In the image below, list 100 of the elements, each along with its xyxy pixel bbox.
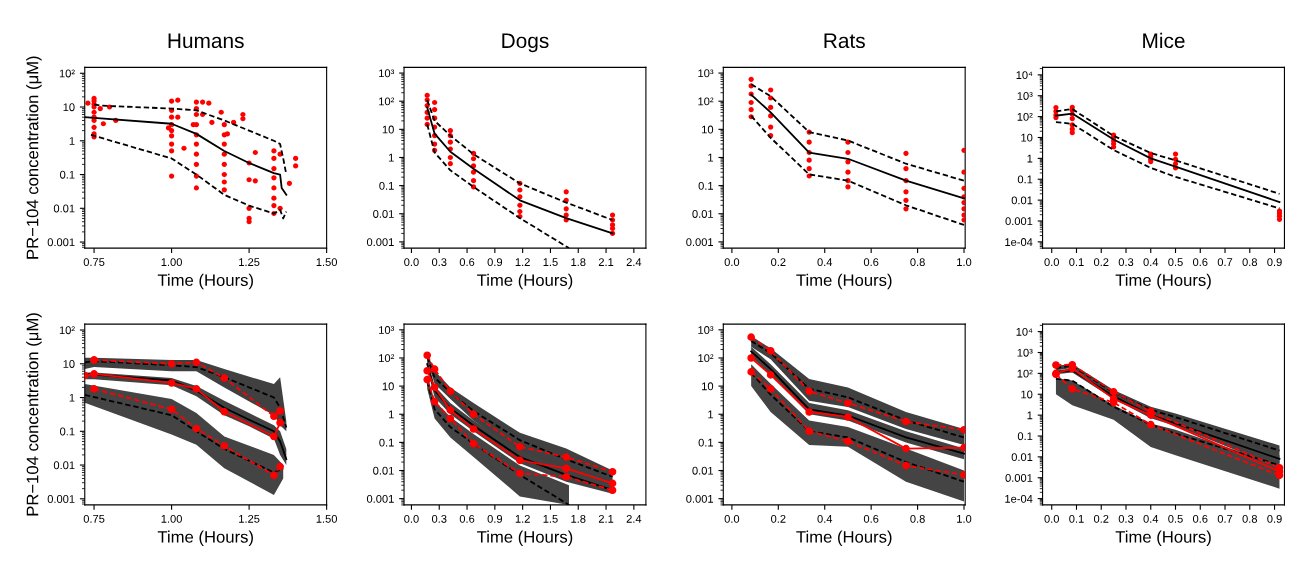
y-tick-label: 10³: [698, 69, 714, 78]
y-tick-label: 10³: [698, 326, 714, 334]
y-tick-label: 10³: [1017, 348, 1033, 357]
x-tick-label: 0.8: [910, 258, 925, 267]
y-tick-label: 10²: [379, 354, 395, 363]
y-tick-label: 0.1: [60, 170, 75, 179]
x-tick-label: 1.25: [239, 514, 260, 523]
x-tick-label: 2.4: [626, 514, 642, 523]
x-tick-label: 0.3: [1118, 514, 1134, 523]
x-tick-label: 0.0: [724, 258, 740, 267]
y-tick-label: 0.1: [698, 181, 714, 190]
y-tick-label: 1: [388, 153, 394, 162]
x-tick-label: 0.8: [910, 514, 925, 523]
y-tick-label: 0.01: [53, 204, 75, 213]
x-tick-label: 1.8: [571, 514, 586, 523]
y-tick-label: 10²: [379, 97, 395, 106]
x-tick-label: 0.8: [1242, 514, 1258, 523]
y-tick-label: 10²: [1017, 369, 1033, 378]
x-tick-label: 0.7: [1217, 514, 1233, 523]
y-tick-label: 1e-04: [1005, 494, 1033, 503]
y-tick-label: 10: [382, 382, 394, 391]
y-tick-label: 0.1: [698, 438, 714, 447]
y-tick-label: 0.1: [1017, 432, 1033, 441]
y-tick-label: 10³: [379, 69, 395, 78]
y-tick-label: 0.001: [366, 494, 394, 503]
y-axis-title: PR−104 concentration (μM): [26, 313, 42, 516]
x-tick-label: 1.0: [957, 258, 972, 267]
x-tick-label: 1.2: [515, 258, 530, 266]
y-tick-label: 0.1: [379, 438, 394, 447]
x-tick-label: 0.6: [459, 258, 475, 267]
y-tick-label: 1: [69, 137, 75, 145]
x-axis-title: Time (Hours): [477, 273, 573, 290]
x-tick-label: 0.1: [1069, 258, 1084, 267]
x-tick-label: 0.3: [1118, 258, 1134, 267]
x-tick-label: 0.75: [83, 514, 105, 523]
x-tick-label: 0.8: [1242, 258, 1258, 267]
y-tick-label: 10⁴: [1016, 327, 1033, 336]
y-tick-label: 1: [1027, 411, 1033, 420]
x-tick-label: 0.6: [459, 514, 475, 523]
x-tick-label: 0.2: [1093, 514, 1109, 523]
x-tick-label: 0.7: [1217, 258, 1233, 267]
y-tick-label: 0.01: [1011, 453, 1033, 462]
x-tick-label: 0.9: [1267, 258, 1282, 267]
x-tick-label: 0.6: [1192, 514, 1208, 523]
x-tick-label: 0.75: [83, 258, 105, 267]
y-axis-title: PR−104 concentration (μM): [26, 56, 42, 259]
y-tick-label: 0.01: [692, 466, 714, 475]
x-tick-label: 0.4: [817, 514, 833, 523]
x-tick-label: 0.0: [724, 514, 740, 523]
y-tick-label: 10²: [59, 326, 75, 335]
x-tick-label: 1.5: [543, 258, 558, 267]
chart-title: Humans: [168, 33, 244, 49]
chart-title: Rats: [824, 33, 865, 49]
chart-title: Mice: [1143, 32, 1185, 49]
y-tick-label: 0.1: [1017, 175, 1033, 184]
x-axis-title: Time (Hours): [796, 530, 892, 547]
y-tick-label: 0.001: [1005, 217, 1033, 226]
x-axis-title: Time (Hours): [796, 273, 892, 290]
x-tick-label: 0.4: [1143, 258, 1159, 267]
y-tick-label: 1e-04: [1005, 238, 1033, 246]
y-tick-label: 1: [708, 410, 714, 419]
x-tick-label: 0.6: [863, 258, 879, 267]
y-tick-label: 10: [1021, 133, 1033, 142]
x-axis-title: Time (Hours): [1115, 273, 1211, 290]
y-tick-label: 10³: [379, 326, 395, 334]
y-tick-label: 0.01: [373, 466, 394, 475]
x-tick-label: 0.6: [863, 514, 879, 523]
x-tick-label: 0.2: [771, 514, 786, 523]
x-tick-label: 1.8: [571, 258, 586, 267]
x-tick-label: 0.6: [1192, 258, 1208, 267]
y-tick-label: 10²: [59, 69, 75, 78]
y-tick-label: 0.01: [53, 461, 75, 470]
y-tick-label: 0.1: [379, 181, 394, 190]
x-tick-label: 1.50: [316, 258, 338, 267]
y-tick-label: 10: [382, 125, 394, 134]
x-tick-label: 2.1: [598, 514, 614, 523]
x-tick-label: 0.3: [431, 514, 447, 523]
y-tick-label: 1: [69, 393, 75, 402]
y-tick-label: 0.01: [692, 210, 714, 218]
x-tick-label: 0.5: [1168, 258, 1183, 267]
y-tick-label: 10: [702, 125, 714, 134]
x-tick-label: 2.4: [626, 258, 642, 266]
x-tick-label: 0.0: [1044, 514, 1060, 523]
x-tick-label: 1.00: [161, 258, 182, 267]
x-tick-label: 0.1: [1069, 514, 1084, 523]
x-tick-label: 0.9: [487, 258, 503, 267]
x-tick-label: 2.1: [598, 258, 614, 266]
x-tick-label: 1.25: [239, 258, 260, 267]
y-tick-label: 10²: [1017, 112, 1033, 121]
y-tick-label: 10³: [1017, 92, 1033, 100]
y-tick-label: 10²: [698, 354, 714, 363]
x-tick-label: 0.0: [404, 514, 419, 523]
x-axis-title: Time (Hours): [157, 530, 253, 547]
x-tick-label: 0.4: [1143, 514, 1159, 523]
x-tick-label: 1.2: [515, 514, 530, 523]
y-tick-label: 1: [1027, 154, 1033, 163]
y-tick-label: 10²: [698, 97, 714, 106]
x-tick-label: 1.00: [161, 514, 182, 523]
y-tick-label: 0.001: [686, 238, 714, 247]
y-tick-label: 0.01: [1011, 196, 1033, 205]
